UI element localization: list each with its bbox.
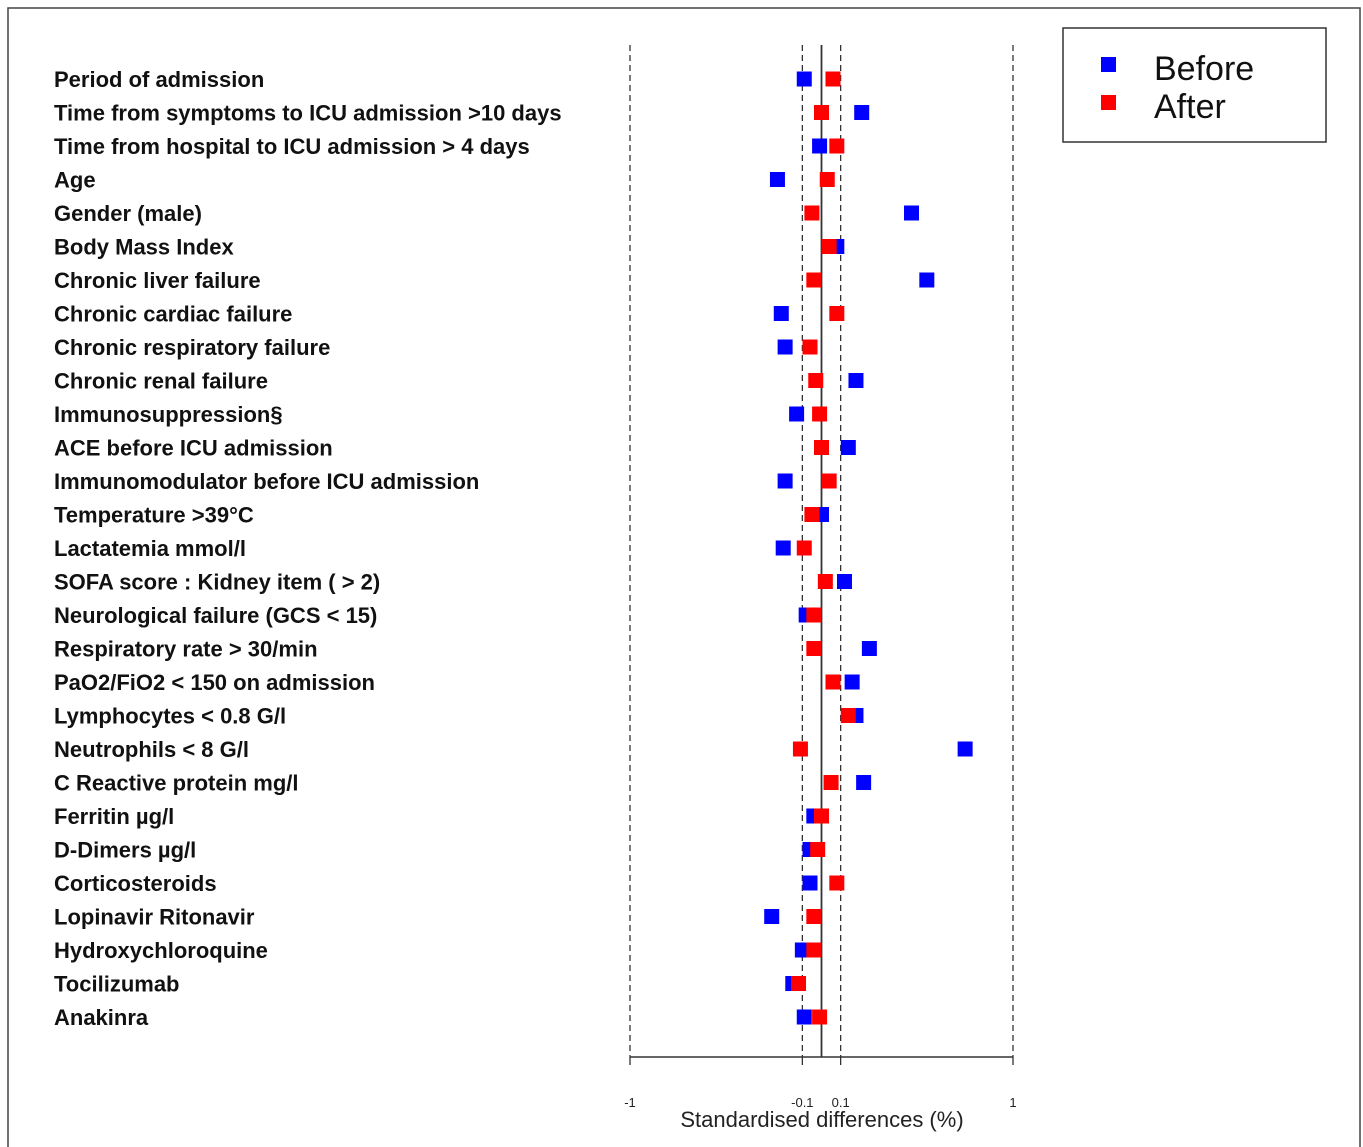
marker-before bbox=[848, 373, 864, 388]
x-axis: -1 -0.1 0.1 1 Standardised differences (%) bbox=[624, 1056, 1017, 1132]
reference-lines bbox=[629, 45, 1014, 1057]
row-label: Respiratory rate > 30/min bbox=[54, 637, 318, 662]
marker-after bbox=[792, 741, 808, 757]
marker-after bbox=[812, 1009, 828, 1025]
marker-after bbox=[810, 842, 826, 857]
marker-before bbox=[919, 272, 935, 288]
legend-swatch-before bbox=[1101, 57, 1116, 72]
marker-after bbox=[823, 775, 839, 790]
row-label: Neutrophils < 8 G/l bbox=[54, 737, 249, 762]
legend: Before After bbox=[1062, 27, 1327, 143]
row-label: Ferritin µg/l bbox=[54, 804, 174, 829]
marker-after bbox=[804, 205, 820, 221]
marker-after bbox=[806, 272, 822, 288]
row-label: Corticosteroids bbox=[54, 871, 217, 896]
x-tick-label: -1 bbox=[624, 1095, 636, 1110]
marker-before bbox=[854, 105, 870, 120]
marker-after bbox=[806, 607, 822, 623]
markers bbox=[764, 71, 973, 1025]
row-label: Time from hospital to ICU admission > 4 … bbox=[54, 134, 530, 159]
marker-before bbox=[764, 909, 780, 924]
marker-before bbox=[796, 71, 812, 87]
marker-before bbox=[861, 641, 877, 656]
marker-before bbox=[796, 1009, 812, 1025]
marker-after bbox=[806, 909, 822, 924]
row-label: Chronic liver failure bbox=[54, 268, 261, 293]
x-tick-label: 1 bbox=[1009, 1095, 1016, 1110]
marker-after bbox=[829, 875, 845, 891]
row-label: Body Mass Index bbox=[54, 235, 234, 260]
marker-after bbox=[821, 473, 837, 489]
x-axis-ticks: -1 -0.1 0.1 1 bbox=[624, 1057, 1017, 1110]
marker-before bbox=[769, 172, 785, 187]
row-label: Time from symptoms to ICU admission >10 … bbox=[54, 101, 562, 126]
marker-before bbox=[840, 440, 856, 455]
marker-before bbox=[789, 406, 805, 422]
figure-frame bbox=[7, 7, 1361, 1147]
row-label: Hydroxychloroquine bbox=[54, 938, 268, 963]
row-label: D-Dimers µg/l bbox=[54, 838, 196, 863]
legend-label-after: After bbox=[1154, 88, 1226, 126]
legend-swatch-after bbox=[1101, 95, 1116, 110]
marker-after bbox=[806, 942, 822, 958]
marker-before bbox=[812, 138, 828, 154]
row-label: Lymphocytes < 0.8 G/l bbox=[54, 704, 286, 729]
row-label: Chronic respiratory failure bbox=[54, 335, 330, 360]
marker-before bbox=[904, 205, 920, 221]
row-label: Temperature >39°C bbox=[54, 503, 254, 528]
row-label: C Reactive protein mg/l bbox=[54, 771, 299, 796]
x-tick-label: -0.1 bbox=[791, 1095, 813, 1110]
marker-after bbox=[806, 641, 822, 656]
legend-box bbox=[1062, 27, 1327, 143]
marker-before bbox=[777, 473, 793, 489]
row-label: Chronic renal failure bbox=[54, 369, 268, 394]
marker-after bbox=[840, 708, 856, 723]
marker-before bbox=[773, 306, 789, 321]
marker-before bbox=[844, 674, 860, 690]
row-label: PaO2/FiO2 < 150 on admission bbox=[54, 670, 375, 695]
row-label: SOFA score : Kidney item ( > 2) bbox=[54, 570, 380, 595]
row-label: Lopinavir Ritonavir bbox=[54, 905, 255, 930]
marker-before bbox=[802, 875, 818, 891]
row-label: Age bbox=[54, 168, 96, 193]
row-label: Immunosuppression§ bbox=[54, 402, 283, 427]
marker-after bbox=[791, 976, 807, 991]
marker-before bbox=[775, 540, 791, 556]
marker-after bbox=[819, 172, 835, 187]
legend-label-before: Before bbox=[1154, 50, 1254, 88]
marker-after bbox=[804, 507, 820, 522]
row-label: Period of admission bbox=[54, 67, 264, 92]
marker-before bbox=[794, 942, 810, 958]
marker-after bbox=[796, 540, 812, 556]
marker-after bbox=[812, 406, 828, 422]
marker-after bbox=[817, 574, 833, 589]
marker-after bbox=[814, 440, 829, 455]
marker-before bbox=[856, 775, 872, 790]
x-axis-title: Standardised differences (%) bbox=[680, 1107, 963, 1132]
marker-after bbox=[821, 239, 837, 254]
x-tick-label: 0.1 bbox=[832, 1095, 850, 1110]
row-label: ACE before ICU admission bbox=[54, 436, 333, 461]
row-label: Neurological failure (GCS < 15) bbox=[54, 603, 377, 628]
row-label: Anakinra bbox=[54, 1005, 149, 1030]
row-label: Chronic cardiac failure bbox=[54, 302, 292, 327]
marker-after bbox=[802, 339, 818, 355]
marker-after bbox=[825, 674, 841, 690]
marker-after bbox=[814, 808, 829, 824]
marker-after bbox=[829, 138, 845, 154]
row-label: Gender (male) bbox=[54, 201, 202, 226]
marker-after bbox=[829, 306, 845, 321]
marker-after bbox=[808, 373, 824, 388]
row-labels: Period of admission Time from symptoms to… bbox=[54, 67, 562, 1030]
marker-before bbox=[777, 339, 793, 355]
marker-after bbox=[825, 71, 841, 87]
row-label: Immunomodulator before ICU admission bbox=[54, 469, 479, 494]
row-label: Lactatemia mmol/l bbox=[54, 536, 246, 561]
marker-before bbox=[836, 574, 852, 589]
marker-after bbox=[814, 105, 829, 120]
row-label: Tocilizumab bbox=[54, 972, 180, 997]
marker-before bbox=[957, 741, 973, 757]
